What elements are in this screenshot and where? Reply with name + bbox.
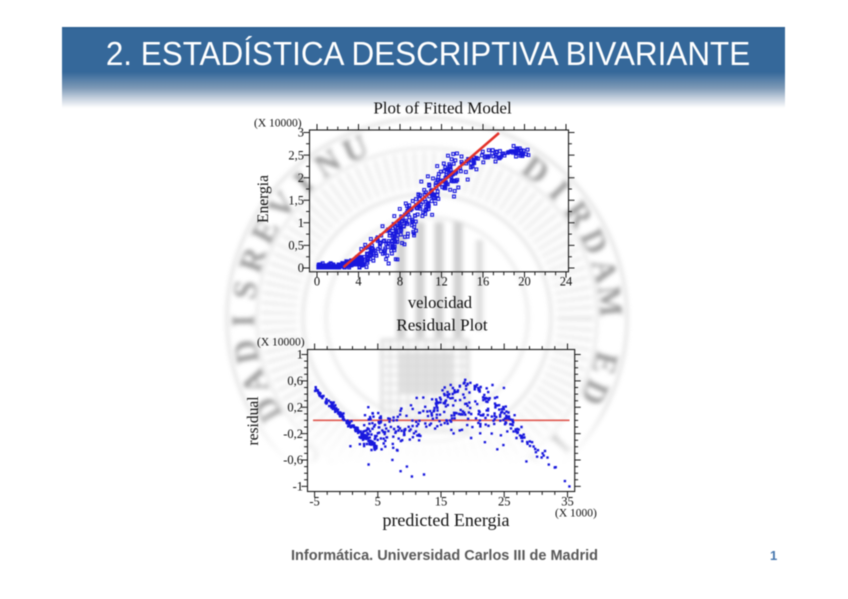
- svg-text:2,5: 2,5: [288, 148, 304, 162]
- svg-text:15: 15: [435, 495, 448, 509]
- svg-text:12: 12: [435, 275, 448, 289]
- svg-text:4: 4: [355, 275, 362, 289]
- svg-text:5: 5: [375, 495, 381, 509]
- svg-text:(X 10000): (X 10000): [254, 118, 302, 130]
- svg-text:25: 25: [498, 495, 511, 509]
- svg-text:I: I: [543, 426, 578, 460]
- svg-text:1: 1: [297, 348, 303, 362]
- svg-text:2: 2: [298, 171, 304, 185]
- svg-text:8: 8: [397, 275, 403, 289]
- svg-text:O: O: [408, 483, 435, 520]
- svg-text:U: U: [337, 128, 373, 171]
- svg-text:-1: -1: [293, 480, 303, 494]
- svg-text:35: 35: [561, 495, 574, 509]
- svg-text:0: 0: [298, 261, 304, 275]
- svg-text:velocidad: velocidad: [408, 293, 473, 312]
- svg-text:0: 0: [314, 275, 320, 289]
- svg-text:S: S: [441, 480, 464, 518]
- svg-text:E: E: [584, 348, 624, 378]
- svg-text:-5: -5: [309, 495, 319, 509]
- svg-text:residual: residual: [245, 396, 262, 445]
- svg-text:S: S: [227, 278, 265, 302]
- svg-text:(X 1000): (X 1000): [555, 508, 597, 520]
- svg-text:Plot of Fitted Model: Plot of Fitted Model: [373, 99, 512, 118]
- svg-text:1: 1: [298, 216, 304, 230]
- svg-text:predicted Energia: predicted Energia: [382, 510, 509, 530]
- svg-text:-0,2: -0,2: [283, 427, 303, 441]
- svg-text:A: A: [583, 255, 624, 287]
- svg-text:0,6: 0,6: [287, 374, 303, 388]
- svg-text:Residual Plot: Residual Plot: [396, 316, 487, 335]
- svg-text:I: I: [226, 314, 262, 327]
- svg-text:0,2: 0,2: [287, 400, 303, 414]
- svg-text:(X 10000): (X 10000): [257, 337, 305, 349]
- svg-text:I: I: [541, 174, 576, 208]
- svg-text:20: 20: [518, 275, 531, 289]
- svg-text:A: A: [234, 364, 276, 399]
- svg-text:-0,6: -0,6: [283, 453, 303, 467]
- svg-text:Energia: Energia: [255, 175, 272, 223]
- svg-text:24: 24: [560, 275, 573, 289]
- svg-text:3: 3: [298, 126, 304, 140]
- svg-text:1,5: 1,5: [288, 193, 304, 207]
- svg-text:0,5: 0,5: [288, 239, 304, 253]
- svg-text:16: 16: [477, 275, 490, 289]
- svg-text:R: R: [233, 242, 275, 277]
- svg-text:M: M: [590, 284, 629, 318]
